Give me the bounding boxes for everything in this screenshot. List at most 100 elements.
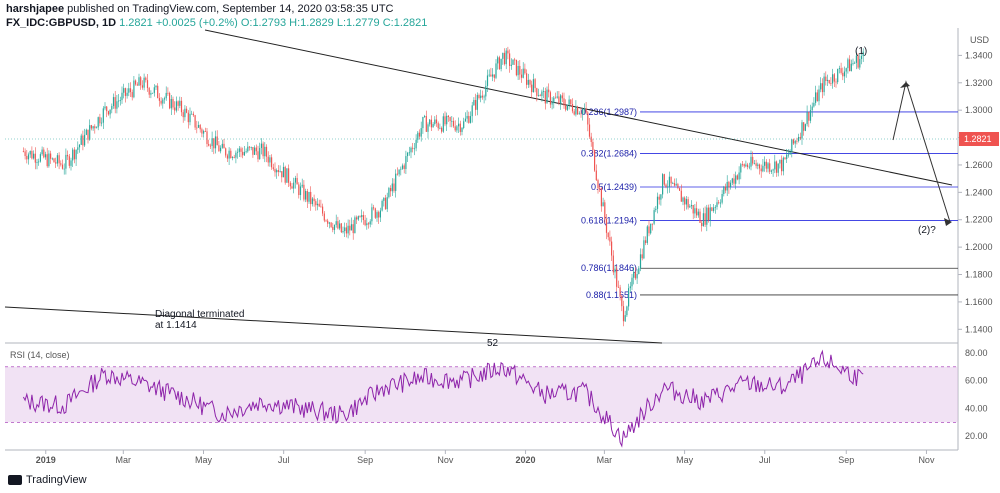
candle-body	[481, 95, 484, 98]
price-axis[interactable]: 1.34001.32001.30001.28001.26001.24001.22…	[958, 50, 993, 334]
candle-body	[631, 277, 633, 287]
candle-body	[662, 174, 664, 195]
candle-body	[685, 199, 688, 205]
candle-body	[169, 93, 171, 109]
upper-trendline[interactable]	[204, 29, 953, 186]
candle-body	[826, 79, 829, 81]
candle-body	[95, 127, 98, 129]
price-change: +0.0025 (+0.2%)	[155, 17, 238, 29]
candle-body	[73, 149, 76, 160]
brand-name[interactable]: TradingView	[26, 474, 87, 486]
candle-body	[709, 207, 711, 221]
candle-body	[745, 164, 747, 167]
candle-body	[281, 171, 283, 178]
candle-body	[184, 108, 186, 118]
price-tick-label: 1.1400	[965, 324, 993, 334]
candle-body	[58, 155, 60, 164]
candle-body	[503, 52, 506, 65]
candle-body	[860, 55, 863, 60]
wave-2-label[interactable]: (2)?	[918, 225, 936, 236]
candle-body	[323, 213, 325, 221]
candle-body	[318, 203, 320, 207]
price-panel[interactable]	[5, 28, 958, 343]
diagonal-note-line1[interactable]: Diagonal terminated	[155, 309, 245, 320]
candle-body	[855, 55, 858, 63]
candle-body	[157, 85, 159, 99]
candle-body	[838, 68, 841, 69]
candle-body	[687, 199, 689, 208]
candle-body	[111, 106, 113, 110]
lower-trendline[interactable]	[4, 306, 663, 344]
candle-body	[476, 95, 478, 110]
tradingview-logo-icon[interactable]	[8, 475, 22, 485]
candle-body	[600, 188, 603, 207]
candle-body	[220, 147, 222, 152]
candle-body	[240, 148, 242, 152]
time-axis[interactable]: 2019 Mar May Jul Sep Nov 2020 Mar May Jul Sep Nov	[36, 450, 935, 465]
candle-body	[833, 74, 835, 82]
candle-body	[257, 151, 259, 160]
candle-body	[740, 164, 742, 173]
wave-1-label[interactable]: (1)	[855, 46, 867, 57]
candle-body	[116, 101, 118, 109]
candle-body	[248, 146, 251, 148]
candle-body	[254, 147, 256, 155]
candle-body	[621, 296, 623, 307]
price-tick-label: 1.2600	[965, 160, 993, 170]
candle-body	[371, 207, 373, 222]
candle-body	[473, 100, 475, 106]
rsi-line[interactable]	[22, 349, 864, 448]
candlestick-series[interactable]	[22, 46, 864, 327]
candle-body	[514, 59, 516, 61]
candle-body	[417, 132, 419, 140]
candle-body	[449, 117, 451, 122]
candle-body	[707, 207, 710, 221]
candle-body	[633, 271, 635, 278]
author-name[interactable]: harshjapee	[6, 3, 65, 15]
footer: TradingView	[8, 474, 87, 486]
symbol-label[interactable]: FX_IDC:GBPUSD, 1D	[6, 17, 117, 29]
candle-body	[667, 186, 669, 188]
candle-body	[289, 182, 291, 187]
candle-body	[466, 115, 468, 119]
candle-body	[634, 271, 637, 279]
candle-body	[381, 200, 383, 211]
ohlc-line: FX_IDC:GBPUSD, 1D 1.2821 +0.0025 (+0.2%)…	[6, 16, 427, 30]
candle-body	[31, 150, 33, 159]
candle-body	[126, 92, 128, 96]
candle-body	[614, 268, 616, 273]
candle-body	[422, 116, 424, 129]
publish-line: harshjapee published on TradingView.com,…	[6, 2, 427, 16]
candle-body	[148, 88, 150, 95]
candle-body	[796, 140, 798, 142]
candle-body	[515, 59, 518, 76]
candle-body	[87, 129, 89, 140]
candle-body	[692, 205, 694, 214]
candle-body	[570, 99, 572, 105]
time-tick-label: Jul	[278, 455, 290, 465]
candle-body	[653, 210, 655, 224]
candle-body	[412, 147, 414, 149]
candle-body	[22, 151, 25, 153]
candle-body	[639, 254, 642, 269]
fib-level-label: 0.236(1.2987)	[581, 107, 637, 117]
candle-body	[298, 184, 300, 196]
candle-body	[519, 65, 521, 75]
candle-body	[663, 174, 665, 185]
candle-body	[70, 160, 72, 166]
candle-body	[799, 136, 801, 139]
candle-body	[84, 134, 86, 146]
candle-body	[777, 163, 779, 173]
candle-body	[152, 92, 154, 94]
candle-body	[186, 108, 188, 113]
rsi-title[interactable]: RSI (14, close)	[10, 350, 70, 360]
price-tick-label: 1.1800	[965, 270, 993, 280]
diagonal-note-line2[interactable]: at 1.1414	[155, 320, 197, 331]
candle-body	[638, 268, 640, 274]
candle-body	[313, 198, 315, 202]
candle-body	[641, 254, 643, 259]
candle-body	[160, 100, 162, 104]
candle-body	[787, 154, 790, 156]
candle-body	[384, 197, 387, 210]
